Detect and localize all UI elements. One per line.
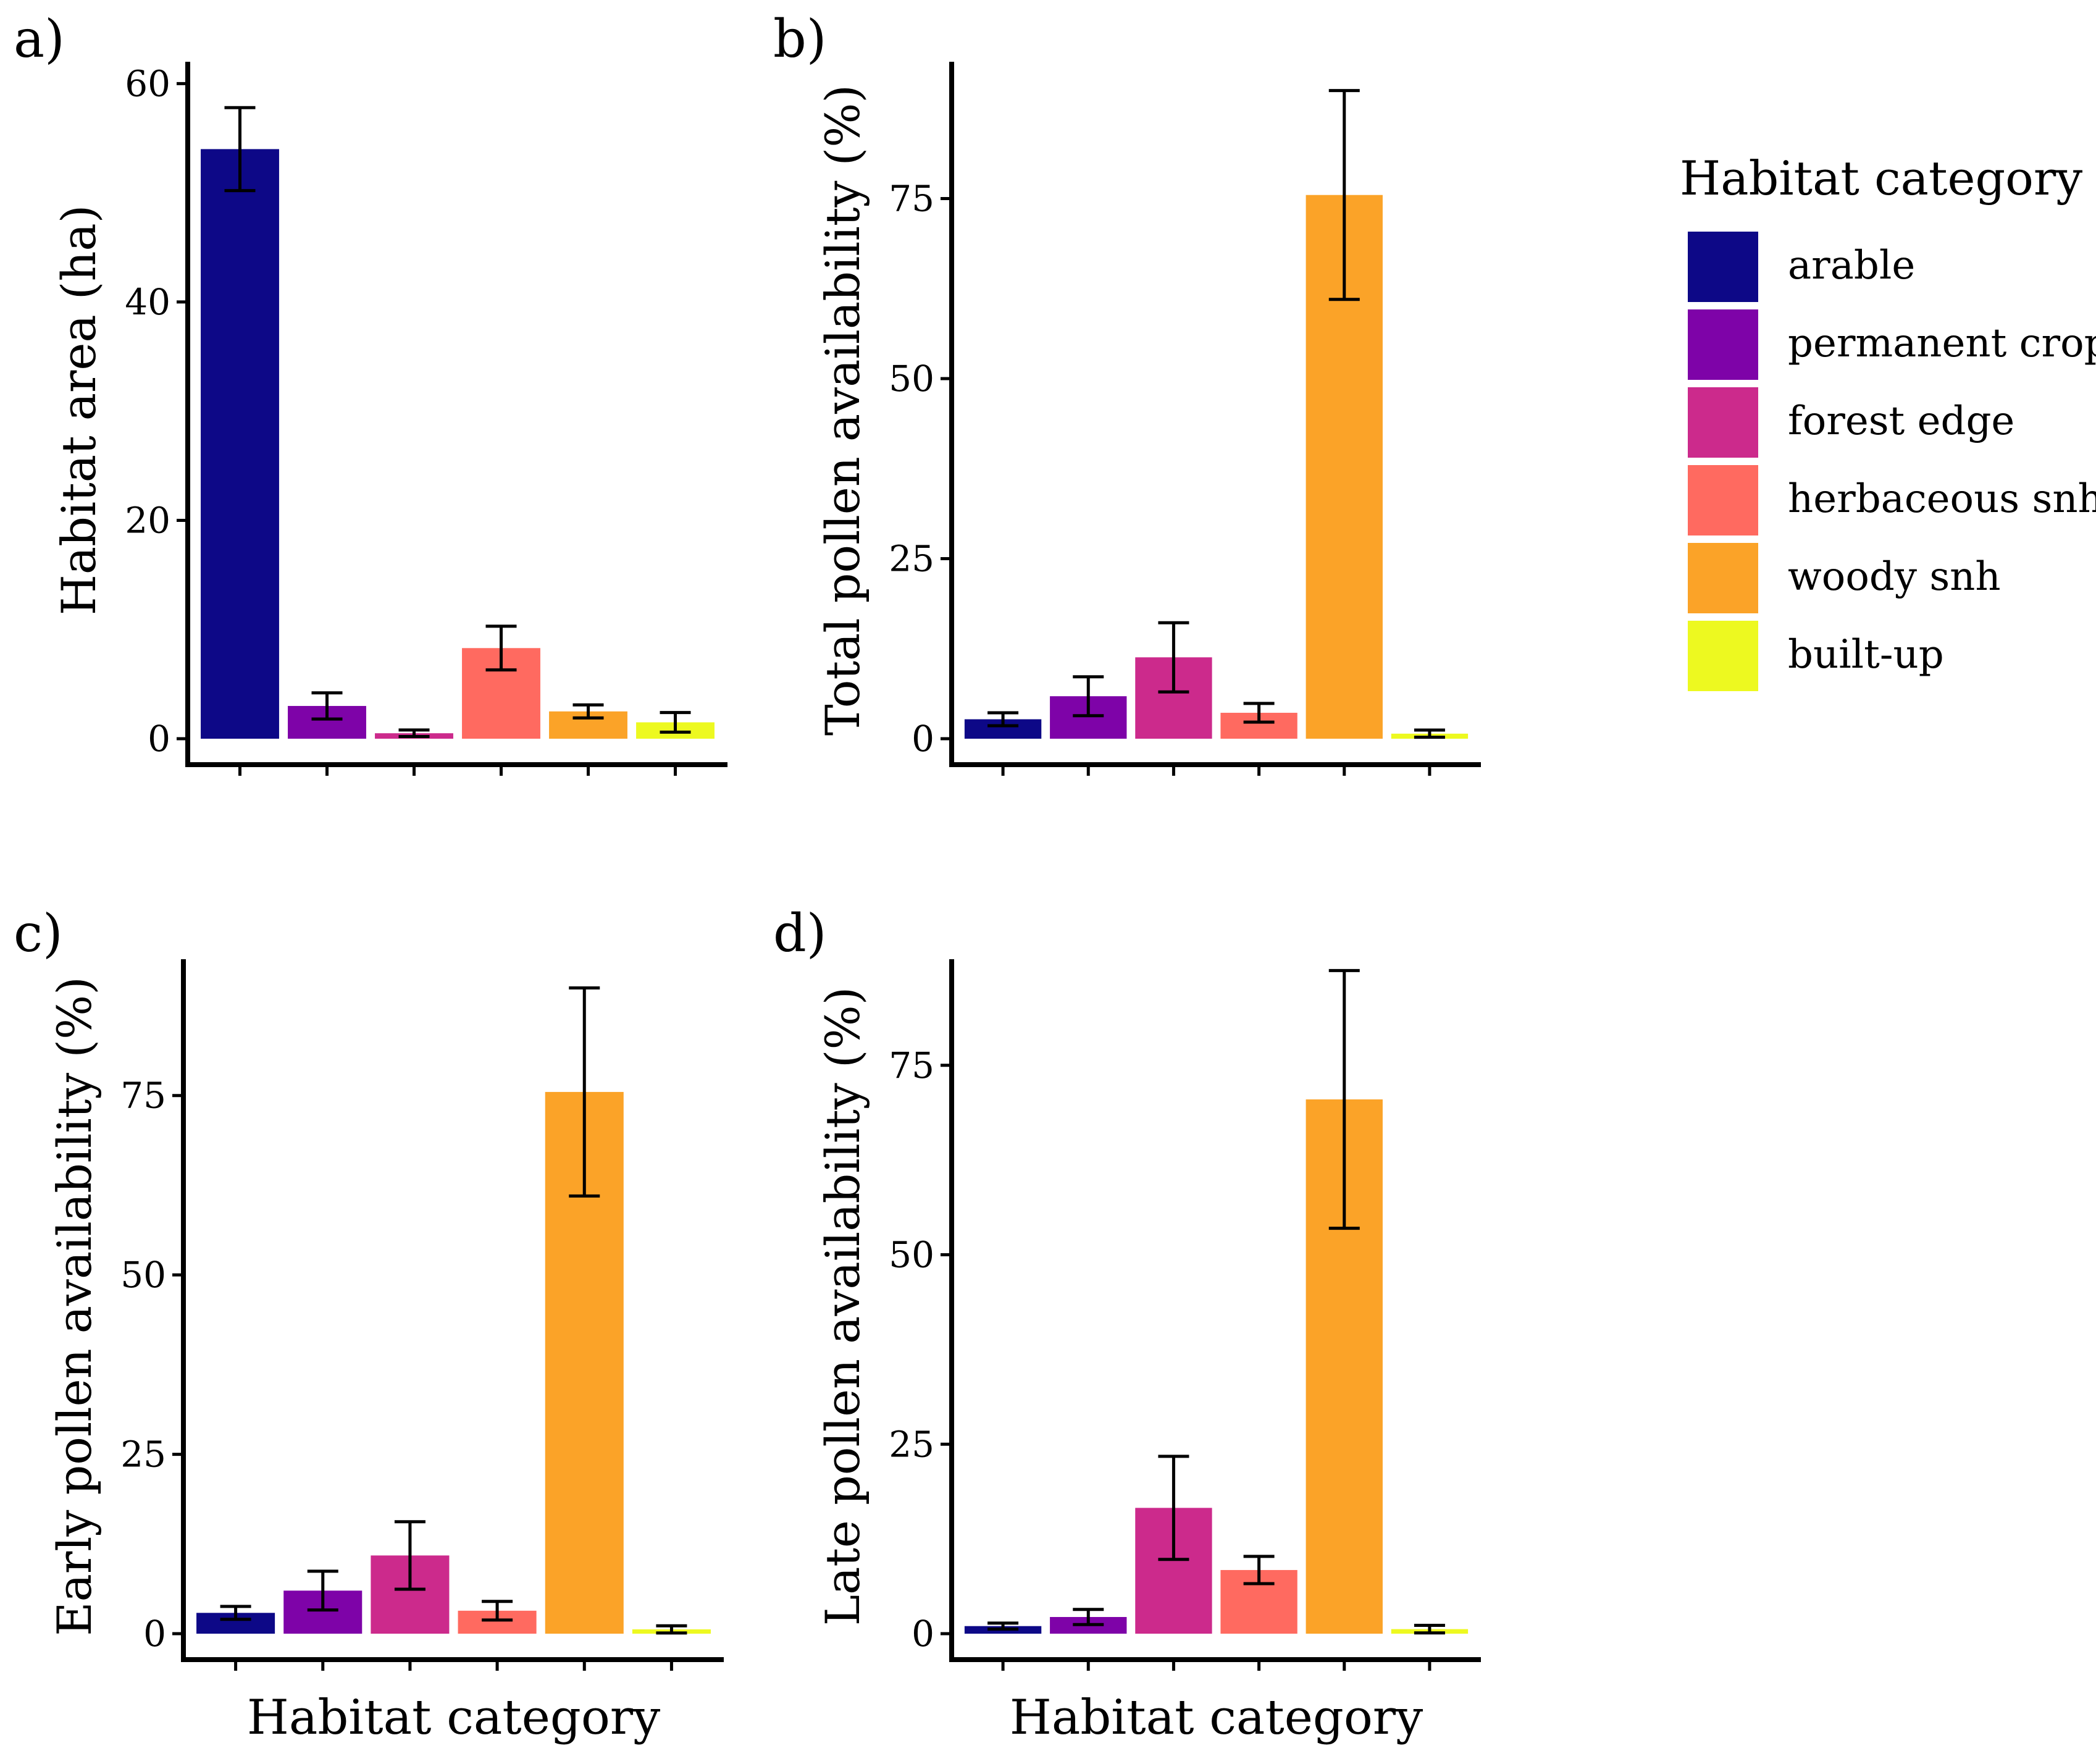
y-axis-title: Late pollen availability (%) — [815, 987, 870, 1626]
legend-label: woody snh — [1788, 554, 2001, 600]
y-tick-label: 20 — [125, 499, 170, 541]
legend-item-woody-snh: woody snh — [1688, 543, 2001, 613]
x-axis-title: Habitat category — [247, 1690, 660, 1745]
legend-label: herbaceous snh — [1788, 476, 2096, 522]
y-axis-title: Total pollen availability (%) — [815, 85, 870, 736]
error-bar — [394, 1520, 425, 1591]
legend-swatch — [1688, 387, 1758, 458]
error-bar — [656, 1624, 687, 1635]
legend-label: permanent crops — [1788, 321, 2096, 366]
y-tick-label: 75 — [120, 1075, 166, 1117]
error-bar — [1158, 1455, 1189, 1561]
legend-label: forest edge — [1788, 398, 2014, 444]
legend-items: arable permanent crops forest edge herbaceo… — [1688, 232, 2096, 691]
error-bar — [220, 1605, 251, 1621]
y-tick-label: 60 — [125, 62, 170, 104]
legend-item-forest-edge: forest edge — [1688, 387, 2014, 458]
legend-label: arable — [1788, 243, 1915, 288]
error-bar — [224, 106, 256, 193]
error-bar — [398, 728, 430, 738]
error-bar — [572, 703, 604, 720]
legend-item-arable: arable — [1688, 232, 1915, 302]
panel-label: d) — [773, 903, 827, 964]
y-axis-title: Early pollen availability (%) — [47, 976, 102, 1636]
y-axis-title: Habitat area (ha) — [51, 205, 106, 616]
y-tick-label: 0 — [912, 1613, 934, 1655]
panel-c: c) 0 25 50 75 Early pollen availability (%) Ha… — [14, 903, 724, 1745]
bar-arable — [201, 149, 279, 739]
legend-item-built-up: built-up — [1688, 621, 1944, 691]
legend-label: built-up — [1788, 632, 1944, 678]
y-tick-label: 50 — [889, 358, 934, 400]
error-bar — [1073, 1608, 1104, 1626]
error-bar — [1243, 702, 1275, 724]
error-bar — [1328, 968, 1360, 1230]
error-bar — [485, 624, 517, 672]
legend-swatch — [1688, 465, 1758, 536]
panel-d: d) 0 25 50 75 Late pollen availability (%) Hab… — [773, 903, 1481, 1745]
y-tick-label: 75 — [889, 1044, 934, 1086]
panel-a: a) 0 20 40 60 Habitat area (ha) — [14, 9, 727, 776]
x-axis-title: Habitat category — [1010, 1690, 1423, 1745]
legend-swatch — [1688, 543, 1758, 613]
legend-item-herbaceous-snh: herbaceous snh — [1688, 465, 2096, 536]
y-tick-label: 50 — [120, 1254, 166, 1296]
y-tick-label: 25 — [889, 538, 934, 580]
error-bar — [987, 711, 1019, 728]
legend-title: Habitat category — [1680, 151, 2082, 206]
panel-label: b) — [773, 9, 827, 69]
y-tick-label: 40 — [125, 281, 170, 323]
error-bar — [1073, 675, 1104, 718]
y-tick-label: 50 — [889, 1234, 934, 1276]
legend-item-permanent-crops: permanent crops — [1688, 309, 2096, 380]
error-bar — [307, 1569, 338, 1612]
error-bar — [311, 691, 343, 721]
y-tick-label: 0 — [912, 718, 934, 760]
panel-label: c) — [14, 903, 63, 964]
legend-swatch — [1688, 621, 1758, 691]
y-tick-label: 0 — [148, 718, 170, 760]
error-bar — [482, 1600, 513, 1622]
error-bar — [1328, 89, 1360, 301]
legend-swatch — [1688, 309, 1758, 380]
y-tick-label: 75 — [889, 178, 934, 220]
error-bar — [1158, 621, 1189, 694]
panels: a) 0 20 40 60 Habitat area (ha) b) 0 25 50 75 Total… — [14, 9, 1481, 1745]
y-tick-label: 25 — [889, 1423, 934, 1465]
error-bar — [1243, 1555, 1275, 1586]
error-bar — [660, 711, 691, 734]
y-tick-label: 25 — [120, 1434, 166, 1476]
legend-swatch — [1688, 232, 1758, 302]
error-bar — [987, 1621, 1019, 1631]
panel-label: a) — [14, 9, 65, 69]
error-bar — [569, 986, 600, 1198]
error-bar — [1414, 728, 1445, 739]
y-tick-label: 0 — [143, 1613, 166, 1655]
error-bar — [1414, 1624, 1445, 1635]
legend: Habitat category arable permanent crops fo… — [1680, 151, 2096, 691]
panel-b: b) 0 25 50 75 Total pollen availability (%) — [773, 9, 1481, 776]
